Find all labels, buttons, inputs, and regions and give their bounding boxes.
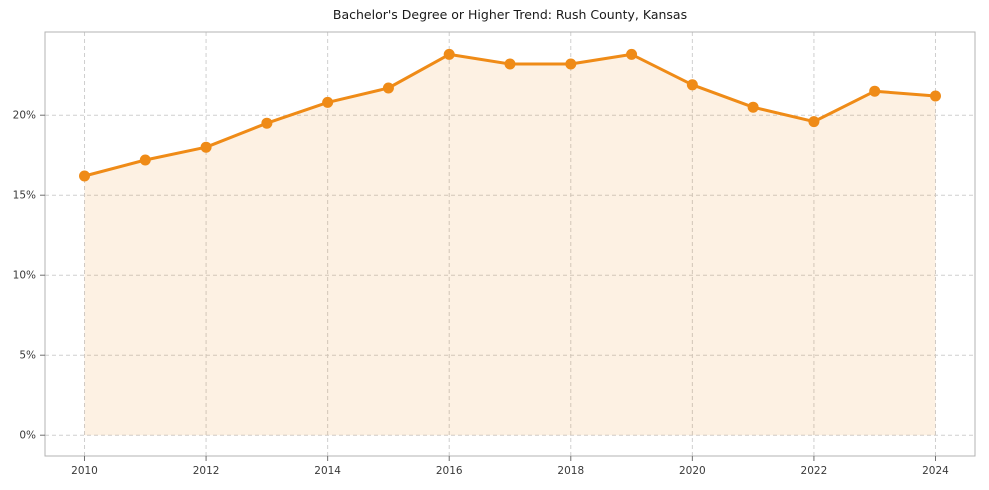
plot-border bbox=[44, 31, 976, 457]
x-tick-label: 2018 bbox=[557, 465, 584, 477]
x-tick-label: 2014 bbox=[314, 465, 341, 477]
y-tick-label: 10% bbox=[13, 270, 36, 282]
data-point bbox=[443, 48, 455, 60]
data-point bbox=[869, 85, 881, 97]
x-tick-label: 2022 bbox=[801, 465, 828, 477]
chart-title: Bachelor's Degree or Higher Trend: Rush … bbox=[333, 7, 687, 22]
data-point bbox=[322, 96, 334, 108]
data-point bbox=[382, 82, 394, 94]
y-tick-label: 5% bbox=[19, 350, 36, 362]
x-tick-label: 2010 bbox=[71, 465, 98, 477]
data-point bbox=[200, 141, 212, 153]
y-tick-label: 0% bbox=[19, 430, 36, 442]
x-tick-label: 2024 bbox=[922, 465, 949, 477]
data-point bbox=[565, 58, 577, 70]
data-point bbox=[747, 101, 759, 113]
data-point bbox=[79, 170, 91, 182]
x-tick-label: 2016 bbox=[436, 465, 463, 477]
data-point bbox=[504, 58, 516, 70]
y-tick-label: 15% bbox=[13, 190, 36, 202]
data-point bbox=[139, 154, 151, 166]
data-point bbox=[261, 117, 273, 129]
axes: 0% 5% 10% 15% 20% 2010 2012 2014 2016 2018 2020 202… bbox=[13, 31, 976, 477]
data-point bbox=[626, 48, 638, 60]
x-tick-label: 2012 bbox=[193, 465, 220, 477]
y-tick-label: 20% bbox=[13, 110, 36, 122]
data-point bbox=[808, 116, 820, 128]
x-tick-label: 2020 bbox=[679, 465, 706, 477]
data-point bbox=[686, 79, 698, 91]
area-fill bbox=[84, 54, 936, 436]
area-fill-shape bbox=[84, 54, 936, 436]
data-point-markers bbox=[79, 48, 941, 182]
data-point bbox=[929, 90, 941, 102]
